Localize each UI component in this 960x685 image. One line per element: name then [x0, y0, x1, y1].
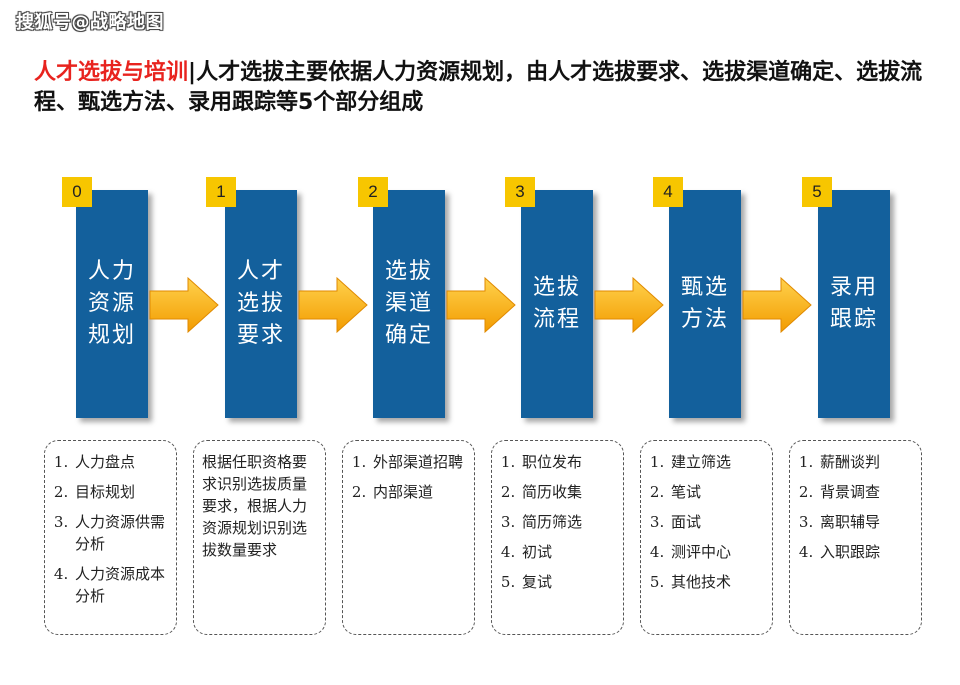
watermark: 搜狐号@战略地图 [16, 12, 164, 33]
list-item: 测评中心 [669, 541, 766, 563]
stage-bar-3: 选拔 流程 [521, 190, 593, 418]
list-item: 入职跟踪 [818, 541, 915, 563]
detail-box-2: 外部渠道招聘 内部渠道 [342, 440, 475, 635]
detail-box-0: 人力盘点 目标规划 人力资源供需分析 人力资源成本分析 [44, 440, 177, 635]
list-item: 内部渠道 [371, 481, 468, 503]
title-highlight: 人才选拔与培训 [34, 60, 189, 85]
list-item: 背景调查 [818, 481, 915, 503]
stage-label-4: 甄选 方法 [680, 275, 729, 332]
list-item: 目标规划 [73, 481, 170, 503]
page-title: 人才选拔与培训|人才选拔主要依据人力资源规划，由人才选拔要求、选拔渠道确定、选拔… [34, 58, 934, 118]
list-item: 外部渠道招聘 [371, 451, 468, 473]
list-item: 初试 [520, 541, 617, 563]
flow-arrow-icon [446, 276, 516, 334]
flow-arrow-icon [149, 276, 219, 334]
list-item: 人力资源成本分析 [73, 563, 170, 607]
list-item: 简历筛选 [520, 511, 617, 533]
detail-box-4: 建立筛选 笔试 面试 测评中心 其他技术 [640, 440, 773, 635]
stage-label-0: 人力 资源 规划 [87, 259, 136, 348]
stage-number-badge-2: 2 [358, 177, 388, 207]
stage-bar-0: 人力 资源 规划 [76, 190, 148, 418]
flow-arrow-icon [594, 276, 664, 334]
detail-box-1: 根据任职资格要求识别选拔质量要求，根据人力资源规划识别选拔数量要求 [193, 440, 326, 635]
list-item: 人力资源供需分析 [73, 511, 170, 555]
flow-arrow-icon [298, 276, 368, 334]
title-rest: 人才选拔主要依据人力资源规划，由人才选拔要求、选拔渠道确定、选拔流程、甄选方法、… [34, 60, 923, 115]
stage-bar-4: 甄选 方法 [669, 190, 741, 418]
list-item: 建立筛选 [669, 451, 766, 473]
detail-paragraph: 根据任职资格要求识别选拔质量要求，根据人力资源规划识别选拔数量要求 [202, 453, 308, 559]
list-item: 简历收集 [520, 481, 617, 503]
stage-label-5: 录用 跟踪 [829, 275, 878, 332]
list-item: 复试 [520, 571, 617, 593]
list-item: 人力盘点 [73, 451, 170, 473]
list-item: 面试 [669, 511, 766, 533]
stage-label-1: 人才 选拔 要求 [236, 259, 285, 348]
list-item: 薪酬谈判 [818, 451, 915, 473]
list-item: 笔试 [669, 481, 766, 503]
stage-number-badge-3: 3 [505, 177, 535, 207]
detail-box-5: 薪酬谈判 背景调查 离职辅导 入职跟踪 [789, 440, 922, 635]
list-item: 其他技术 [669, 571, 766, 593]
title-separator: | [188, 60, 197, 85]
stage-bar-5: 录用 跟踪 [818, 190, 890, 418]
stage-bar-2: 选拔 渠道 确定 [373, 190, 445, 418]
stage-number-badge-5: 5 [802, 177, 832, 207]
stage-number-badge-0: 0 [62, 177, 92, 207]
detail-box-3: 职位发布 简历收集 简历筛选 初试 复试 [491, 440, 624, 635]
flow-arrow-icon [742, 276, 812, 334]
list-item: 离职辅导 [818, 511, 915, 533]
stage-bar-1: 人才 选拔 要求 [225, 190, 297, 418]
stage-number-badge-1: 1 [206, 177, 236, 207]
stage-label-2: 选拔 渠道 确定 [384, 259, 433, 348]
stage-label-3: 选拔 流程 [532, 275, 581, 332]
list-item: 职位发布 [520, 451, 617, 473]
stage-number-badge-4: 4 [653, 177, 683, 207]
